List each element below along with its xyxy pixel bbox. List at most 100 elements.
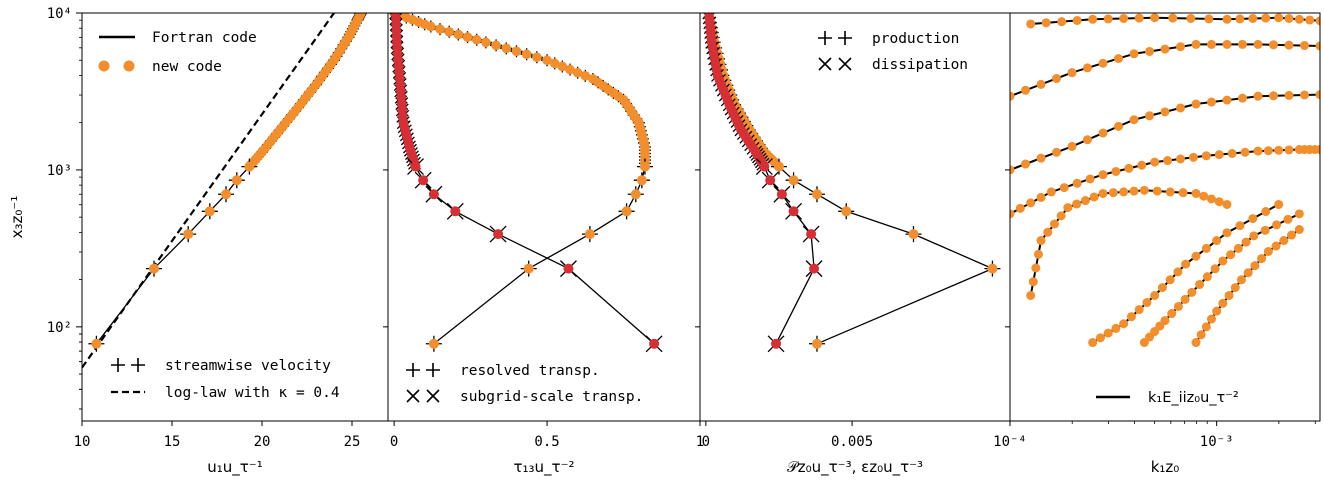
velocity-series (82, 13, 367, 369)
spectrum-contour-dot (1124, 163, 1134, 173)
spectrum-contour-dot (1269, 91, 1278, 101)
spectrum-contour-dot (1284, 13, 1294, 23)
x-tick-label: 0.5 (534, 434, 559, 450)
cross-legend-marker (818, 57, 852, 71)
spectrum-contour-dot (1043, 227, 1053, 237)
spectrum-contour-dot (1315, 41, 1320, 51)
spectrum-contour-dot (1191, 99, 1201, 109)
spectrum-contour-dot (1284, 90, 1294, 100)
y-tick-label: 10³ (47, 163, 72, 179)
spectra-panel-frame (1009, 12, 1321, 422)
streamwise-velocity-legend-label: streamwise velocity (165, 358, 331, 374)
spectrum-contour-dot (1315, 16, 1320, 26)
spectrum-contour-dot (1294, 209, 1304, 219)
dissipation-dot (788, 206, 799, 217)
spectrum-contour-dot (1056, 211, 1066, 221)
dissipation-dot (759, 161, 770, 172)
spectrum-contour-dot (1134, 305, 1144, 315)
spectrum-contour-dot (1015, 203, 1025, 213)
spectrum-contour-dot (1236, 275, 1246, 285)
dissipation-dot (806, 229, 817, 240)
spectrum-contour-dot (1114, 54, 1123, 64)
spectrum-contour-dot (1176, 42, 1185, 52)
resolved-dot (428, 338, 439, 349)
spectrum-contour-dot (1010, 209, 1015, 219)
spectrum-contour-dot (1186, 13, 1196, 23)
spectrum-contour-dot (1204, 14, 1214, 24)
spectrum-contour-dot (1230, 283, 1240, 293)
spectrum-contour-dot (1191, 251, 1201, 261)
spectrum-contour-dot (1283, 214, 1293, 224)
spectrum-contour-dot (1261, 13, 1271, 23)
spectrum-contour-dot (1210, 264, 1220, 274)
spectrum-contour-dot (1046, 187, 1056, 197)
spectrum-contour-dot (1201, 322, 1211, 332)
spectrum-contour-dot (1168, 13, 1178, 23)
spectrum-contour-dot (1145, 46, 1154, 56)
spectrum-contour-dot (1222, 39, 1232, 49)
x-tick-label: 1 (696, 434, 704, 450)
spectrum-contour-dot (1026, 290, 1036, 300)
dissipation-dot (776, 189, 787, 200)
spectrum-contour-dot (1108, 188, 1118, 198)
velocity-top-legend: Fortran code new code (98, 30, 257, 75)
production-dot (773, 161, 784, 172)
spectrum-contour-dot (1279, 236, 1289, 246)
budget-x-axis-label: 𝒫z₀u_τ⁻³, εz₀u_τ⁻³ (787, 458, 923, 477)
resolved-dot (511, 46, 522, 57)
spectrum-contour-dot (1098, 188, 1108, 198)
budget-series (702, 13, 1001, 353)
spectrum-contour-dot (1227, 148, 1237, 158)
spectrum-contour-dot (1088, 14, 1098, 24)
spectrum-contour-dot (1224, 290, 1234, 300)
plus-legend-marker (111, 358, 145, 372)
stress-x-axis-label: τ₁₃u_τ⁻² (513, 458, 574, 477)
spectrum-contour-dot (1010, 165, 1015, 175)
spectrum-contour-dot (1139, 185, 1149, 195)
velocity-x-axis-label: u₁u_τ⁻¹ (207, 458, 263, 477)
budget-panel: 0 0.005 𝒫z₀u_τ⁻³, εz₀u_τ⁻³ production dis… (699, 12, 1011, 477)
resolved-dot (584, 229, 595, 240)
velocity-x-ticks: 10 15 20 25 (74, 421, 360, 450)
x-tick-label: 15 (164, 434, 181, 450)
spectrum-contour-dot (1157, 283, 1167, 293)
resolved-dot (462, 32, 473, 42)
spectrum-contour-dot (1218, 256, 1228, 266)
spectra-legend: k₁E_iiz₀u_τ⁻² (1096, 390, 1239, 406)
budget-panel-frame (699, 12, 1011, 422)
plus-legend-marker (406, 363, 440, 377)
spectrum-contour-dot (1098, 58, 1108, 68)
resolved-dot (557, 61, 568, 72)
spectrum-contour-dot (1036, 153, 1046, 163)
velocity-dot (231, 175, 242, 186)
spectrum-contour-dot (1137, 160, 1147, 170)
spectrum-contour-dot (1294, 225, 1304, 235)
production-dot (811, 189, 822, 200)
resolved-dot (621, 206, 632, 217)
spectrum-contour-dot (1260, 225, 1270, 235)
spectrum-contour-dot (1233, 243, 1243, 253)
dissipation-dot (765, 175, 776, 186)
spectrum-contour-dot (1294, 14, 1304, 24)
velocity-dot (244, 161, 255, 172)
stress-series (388, 13, 663, 353)
dissipation-dot (809, 263, 820, 274)
spectrum-contour-dot (1263, 146, 1273, 156)
spectrum-contour-dot (1052, 147, 1061, 157)
spectrum-contour-dot (1021, 159, 1030, 169)
subgrid-dot (390, 13, 401, 18)
spectrum-contour-dot (1284, 145, 1294, 155)
spectrum-contour-dot (1036, 79, 1046, 89)
resolved-dot (580, 71, 591, 81)
spectrum-contour-dot (1085, 174, 1095, 184)
spectrum-contour-dot (1049, 219, 1059, 229)
spectrum-contour-dot (1248, 13, 1258, 23)
spectrum-contour-dot (1212, 306, 1222, 316)
resolved-dot (444, 27, 454, 37)
spectrum-contour-dot (1150, 290, 1160, 300)
spectrum-contour-dot (1119, 187, 1129, 197)
x-tick-label: 10⁻⁴ (993, 434, 1027, 450)
spectrum-contour-dot (1059, 183, 1069, 193)
new-code-legend-marker (98, 60, 110, 72)
